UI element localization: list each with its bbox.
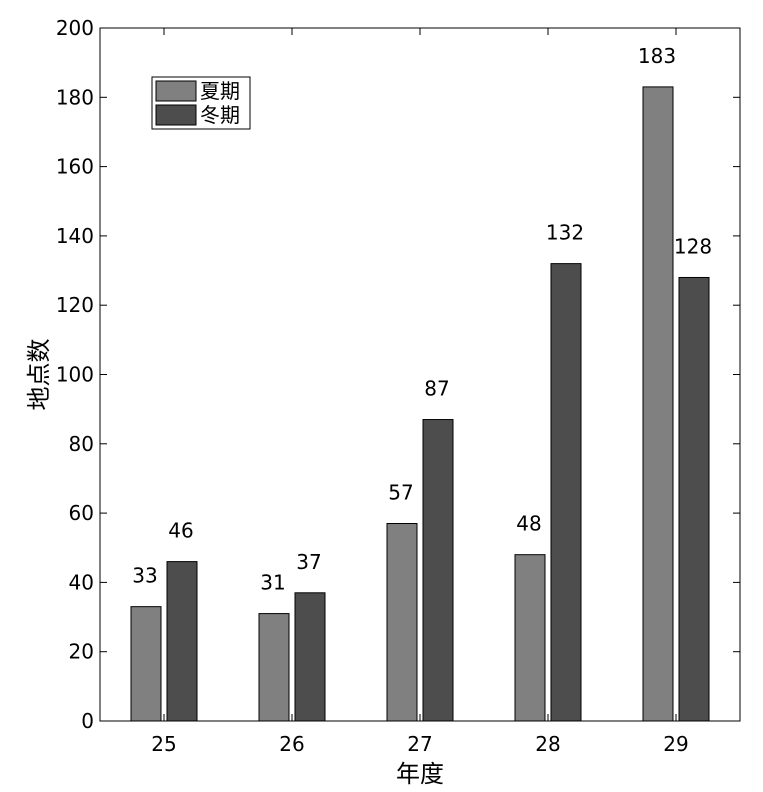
y-tick-label: 20: [69, 640, 94, 664]
data-label: 46: [168, 519, 193, 543]
data-label: 48: [516, 512, 541, 536]
y-tick-label: 0: [81, 709, 94, 733]
bars-layer: [130, 86, 710, 722]
legend-label: 冬期: [200, 103, 240, 127]
bar-winter: [678, 276, 710, 722]
bar-winter: [166, 561, 198, 722]
bar-summer: [514, 554, 546, 722]
data-label: 57: [388, 480, 413, 504]
y-tick-label: 60: [69, 501, 94, 525]
bar-winter: [294, 592, 326, 722]
x-tick-label: 27: [407, 732, 432, 756]
data-label: 128: [674, 234, 712, 258]
y-tick-label: 80: [69, 432, 94, 456]
data-label: 33: [132, 564, 157, 588]
bar-summer: [130, 606, 162, 722]
x-axis: 25 26 27 28 29: [151, 28, 689, 756]
y-tick-label: 140: [56, 224, 94, 248]
data-label: 132: [546, 221, 584, 245]
data-label: 183: [638, 44, 676, 68]
bar-summer: [642, 86, 674, 722]
legend-label: 夏期: [200, 79, 240, 103]
y-tick-label: 160: [56, 155, 94, 179]
y-tick-label: 180: [56, 85, 94, 109]
bar-winter: [422, 419, 454, 722]
legend-swatch: [155, 104, 197, 126]
x-tick-label: 26: [279, 732, 304, 756]
y-axis-label: 地点数: [25, 339, 53, 411]
value-labels: 33 46 31 37 57 87 48 132 183 128: [132, 44, 712, 595]
x-tick-label: 25: [151, 732, 176, 756]
bar-winter: [550, 263, 582, 722]
bar-summer: [258, 613, 290, 722]
data-label: 87: [424, 377, 449, 401]
data-label: 31: [260, 571, 285, 595]
y-tick-label: 200: [56, 16, 94, 40]
y-tick-label: 100: [56, 363, 94, 387]
y-tick-label: 40: [69, 570, 94, 594]
bar-summer: [386, 522, 418, 722]
data-label: 37: [296, 550, 321, 574]
x-axis-label: 年度: [396, 760, 444, 788]
x-tick-label: 28: [535, 732, 560, 756]
y-axis: 0 20 40 60 80 100 120 140 160 180 200: [56, 16, 740, 733]
legend-swatch: [155, 80, 197, 102]
x-tick-label: 29: [663, 732, 688, 756]
y-tick-label: 120: [56, 293, 94, 317]
